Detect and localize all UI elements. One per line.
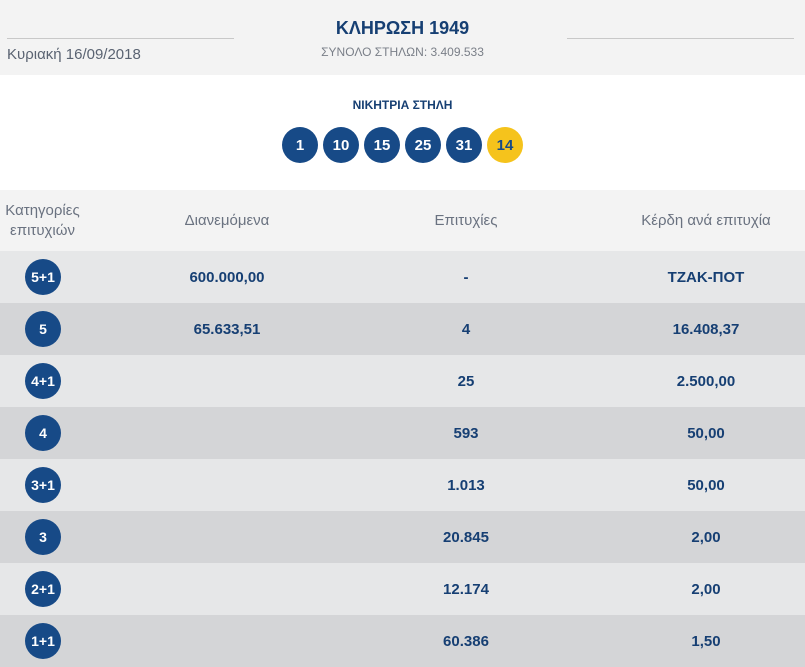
distributed-value: 65.633,51 <box>193 320 261 338</box>
winners-value: 4 <box>461 320 471 338</box>
header-divider-right <box>567 38 794 39</box>
table-row: 3 20.845 2,00 <box>0 511 805 563</box>
distributed-value <box>127 615 327 667</box>
prize-value: 50,00 <box>687 476 725 494</box>
distributed-value: 600.000,00 <box>189 268 265 286</box>
total-columns: ΣΥΝΟΛΟ ΣΤΗΛΩΝ: 3.409.533 <box>321 45 484 59</box>
table-row: 4+1 25 2.500,00 <box>0 355 805 407</box>
table-row: 3+1 1.013 50,00 <box>0 459 805 511</box>
prize-value: 2,00 <box>691 528 721 546</box>
distributed-value <box>127 459 327 511</box>
winners-value: - <box>463 268 469 286</box>
category-badge: 5+1 <box>25 259 61 295</box>
winners-value: 20.845 <box>443 528 489 546</box>
column-header-category: Κατηγορίες επιτυχιών <box>0 190 85 251</box>
distributed-value <box>127 355 327 407</box>
column-header-prize: Κέρδη ανά επιτυχία <box>641 211 771 229</box>
winners-value: 593 <box>453 424 479 442</box>
prize-value: 2.500,00 <box>676 372 736 390</box>
category-badge: 4 <box>25 415 61 451</box>
table-row: 1+1 60.386 1,50 <box>0 615 805 667</box>
table-row: 5 65.633,51 4 16.408,37 <box>0 303 805 355</box>
category-badge: 3+1 <box>25 467 61 503</box>
category-header-line2: επιτυχιών <box>10 221 75 239</box>
prize-value: 50,00 <box>687 424 725 442</box>
winners-value: 12.174 <box>443 580 489 598</box>
prize-value: 1,50 <box>691 632 721 650</box>
bonus-number-ball: 14 <box>487 127 523 163</box>
results-table-body: 5+1 600.000,00 - ΤΖΑΚ-ΠΟΤ 5 65.633,51 4 … <box>0 251 805 667</box>
category-badge: 2+1 <box>25 571 61 607</box>
draw-header: Κυριακή 16/09/2018 ΚΛΗΡΩΣΗ 1949 ΣΥΝΟΛΟ Σ… <box>0 0 805 75</box>
distributed-value <box>127 563 327 615</box>
distributed-value <box>127 407 327 459</box>
draw-date: Κυριακή 16/09/2018 <box>7 46 141 63</box>
results-table-header: Κατηγορίες επιτυχιών Διανεμόμενα Επιτυχίε… <box>0 190 805 251</box>
prize-value: 16.408,37 <box>672 320 740 338</box>
category-badge: 4+1 <box>25 363 61 399</box>
winning-column-label: ΝΙΚΗΤΡΙΑ ΣΤΗΛΗ <box>352 98 453 112</box>
column-header-winners: Επιτυχίες <box>434 211 498 229</box>
prize-value: ΤΖΑΚ-ΠΟΤ <box>667 268 745 286</box>
distributed-value <box>127 511 327 563</box>
winners-value: 1.013 <box>447 476 485 494</box>
draw-title: ΚΛΗΡΩΣΗ 1949 <box>335 18 470 38</box>
prize-value: 2,00 <box>691 580 721 598</box>
winners-value: 25 <box>457 372 475 390</box>
column-header-distributed: Διανεμόμενα <box>184 211 270 229</box>
category-badge: 1+1 <box>25 623 61 659</box>
winning-number-ball: 15 <box>364 127 400 163</box>
category-badge: 3 <box>25 519 61 555</box>
table-row: 2+1 12.174 2,00 <box>0 563 805 615</box>
winning-number-ball: 1 <box>282 127 318 163</box>
winning-number-ball: 31 <box>446 127 482 163</box>
table-row: 4 593 50,00 <box>0 407 805 459</box>
winners-value: 60.386 <box>443 632 489 650</box>
winning-number-ball: 10 <box>323 127 359 163</box>
header-divider-left <box>7 38 234 39</box>
winning-numbers: 1 10 15 25 31 14 <box>282 127 523 164</box>
winning-number-ball: 25 <box>405 127 441 163</box>
category-header-line1: Κατηγορίες <box>5 201 80 219</box>
table-row: 5+1 600.000,00 - ΤΖΑΚ-ΠΟΤ <box>0 251 805 303</box>
category-badge: 5 <box>25 311 61 347</box>
